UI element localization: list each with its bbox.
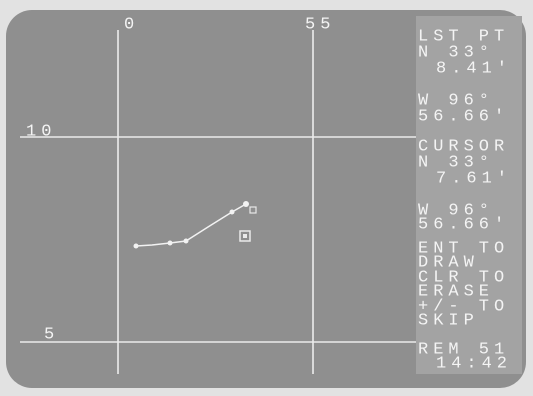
latitude-minutes: 7.61' <box>436 169 512 188</box>
gps-plotter-screen: 0 55 10 5 LST PT N 33° 8.41' W 96° 56.66… <box>0 0 533 396</box>
longitude-minutes: 56.66' <box>418 215 509 234</box>
grid-label: 10 <box>26 122 56 141</box>
clock: 14:42 <box>436 354 512 373</box>
instruction: SKIP <box>418 311 479 330</box>
grid-label: 5 <box>44 325 59 344</box>
track-point <box>184 239 189 244</box>
track-point <box>134 244 139 249</box>
track-point <box>243 201 249 207</box>
grid-label: 55 <box>305 15 335 34</box>
longitude-minutes: 56.66' <box>418 107 509 126</box>
latitude-minutes: 8.41' <box>436 59 512 78</box>
grid-label: 0 <box>124 15 139 34</box>
track-point <box>230 210 235 215</box>
cursor-center <box>243 234 247 238</box>
track-point <box>168 241 173 246</box>
